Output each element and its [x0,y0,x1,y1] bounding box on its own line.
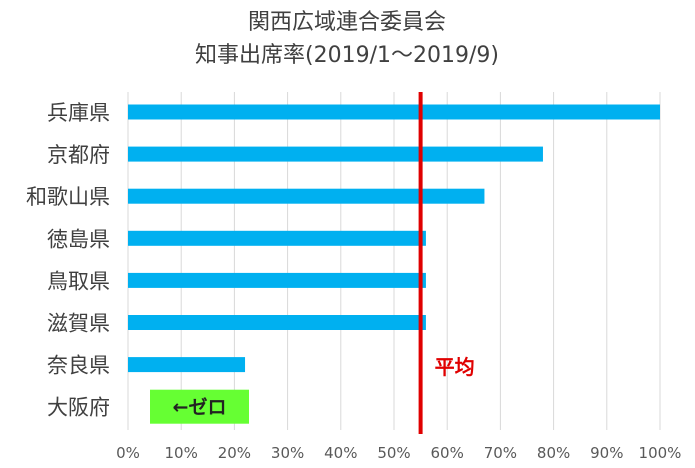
bars [128,104,660,373]
x-tick-label: 100% [639,444,682,462]
x-tick-label: 20% [218,444,251,462]
x-tick-label: 70% [484,444,517,462]
bar [128,315,426,330]
x-tick-label: 40% [324,444,357,462]
category-label: 兵庫県 [47,101,110,125]
x-tick-label: 60% [431,444,464,462]
annotation-box [150,389,249,424]
gridlines [127,92,661,430]
x-axis-ticks: 0% 10% 20% 30% 40% 50% 60% 70% 80% 90% 100% [116,444,681,462]
x-tick-label: 80% [537,444,570,462]
average-label: 平均 [435,355,475,379]
x-tick-label: 50% [377,444,410,462]
bar [128,146,543,162]
chart-title: 関西広域連合委員会 [248,10,446,35]
bar [128,104,660,120]
category-label: 京都府 [47,143,110,167]
zero-annotation: ←ゼロ [150,389,249,424]
category-label: 奈良県 [47,354,110,378]
category-label: 和歌山県 [26,185,110,209]
bar [128,357,246,373]
bar [128,188,485,204]
category-label: 滋賀県 [47,312,110,336]
category-label: 大阪府 [47,396,110,420]
x-tick-label: 30% [271,444,304,462]
bar [128,230,426,246]
bar [128,272,426,288]
category-label: 徳島県 [47,227,110,251]
chart-subtitle: 知事出席率(2019/1〜2019/9) [195,43,499,68]
x-tick-label: 90% [590,444,623,462]
x-tick-label: 10% [165,444,198,462]
x-tick-label: 0% [116,444,140,462]
annotation-text: ←ゼロ [173,396,227,419]
average-marker: 平均 [418,92,475,434]
category-label: 鳥取県 [47,269,110,293]
